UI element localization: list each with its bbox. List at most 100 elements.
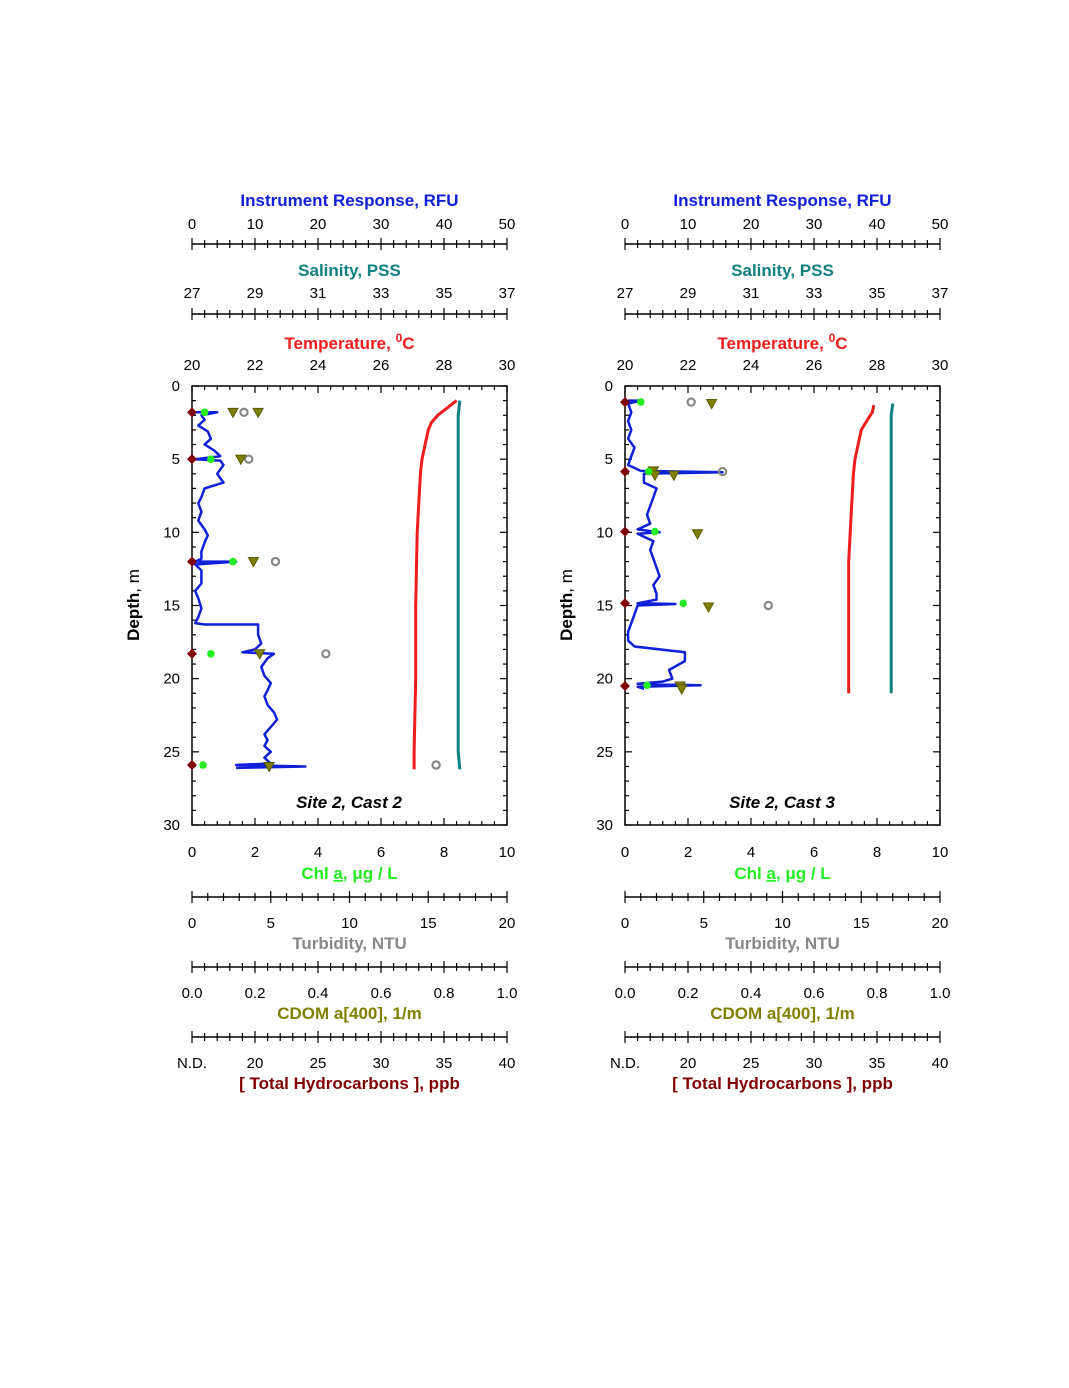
temperature-title-main: Temperature, xyxy=(284,334,395,353)
turbidity-point xyxy=(686,397,696,407)
turbidity-tick-label: 5 xyxy=(700,915,708,932)
turbidity-point xyxy=(763,600,774,611)
rfu-axis-title: Instrument Response, RFU xyxy=(673,191,891,210)
temperature-tick-label: 20 xyxy=(617,357,634,374)
turbidity-tick-label: 0 xyxy=(188,915,196,932)
chl-tick-label: 0 xyxy=(188,844,196,861)
chl-title-a: Chl xyxy=(301,864,333,883)
temperature-profile-line xyxy=(412,399,458,770)
hydrocarbons-tick-label: 30 xyxy=(373,1055,390,1072)
chl-title-unit: , μg / L xyxy=(776,864,831,883)
rfu-tick-label: 40 xyxy=(869,216,886,233)
cdom-axis-title: CDOM a[400], 1/m xyxy=(710,1004,855,1023)
panel-title: Site 2, Cast 3 xyxy=(729,793,835,812)
cdom-tick-label: 0.6 xyxy=(371,985,392,1002)
depth-title-main: Depth xyxy=(124,593,143,641)
cdom-tick-label: 0.4 xyxy=(308,985,329,1002)
depth-tick-label: 0 xyxy=(605,378,613,395)
hydrocarbons-title-unit: , ppb xyxy=(419,1074,460,1093)
depth-tick-label: 30 xyxy=(163,817,180,834)
chl-point xyxy=(651,527,659,536)
hydrocarbons-tick-label: N.D. xyxy=(610,1055,640,1072)
rfu-title-main: Instrument Response xyxy=(673,191,847,210)
depth-tick-label: 20 xyxy=(163,671,180,688)
hydrocarbons-title-unit: , ppb xyxy=(852,1074,893,1093)
rfu-profile-line xyxy=(626,399,724,691)
turbidity-title-unit: , NTU xyxy=(362,934,406,953)
cdom-point xyxy=(247,557,260,568)
hydrocarbons-title-main: [ Total Hydrocarbons ] xyxy=(672,1074,852,1093)
cdom-tick-label: 0.6 xyxy=(804,985,825,1002)
chl-title-a: Chl xyxy=(734,864,766,883)
rfu-tick-label: 10 xyxy=(680,216,697,233)
chl-title-underlined: a xyxy=(333,864,343,883)
chl-point xyxy=(229,557,237,566)
salinity-tick-label: 35 xyxy=(869,285,886,302)
rfu-title-unit: , RFU xyxy=(414,191,458,210)
turbidity-point xyxy=(270,556,281,567)
turbidity-tick-label: 15 xyxy=(420,915,437,932)
rfu-tick-label: 0 xyxy=(621,216,629,233)
hydrocarbons-point xyxy=(187,760,197,771)
hydrocarbons-point xyxy=(187,648,197,659)
rfu-tick-label: 20 xyxy=(743,216,760,233)
cdom-point xyxy=(252,407,264,419)
salinity-tick-label: 37 xyxy=(932,285,949,302)
salinity-title-main: Salinity xyxy=(298,261,359,280)
depth-tick-label: 10 xyxy=(163,524,180,541)
temperature-tick-label: 22 xyxy=(247,357,264,374)
cdom-point xyxy=(691,529,704,540)
hydrocarbons-tick-label: 40 xyxy=(932,1055,949,1072)
cdom-title-main: CDOM a[400], 1/m xyxy=(277,1004,422,1023)
hydrocarbons-point xyxy=(620,397,630,408)
chl-tick-label: 8 xyxy=(873,844,881,861)
temperature-tick-label: 22 xyxy=(680,357,697,374)
rfu-profile-line xyxy=(193,411,307,770)
hydrocarbons-tick-label: 20 xyxy=(680,1055,697,1072)
hydrocarbons-tick-label: 30 xyxy=(806,1055,823,1072)
temperature-title-main: Temperature, xyxy=(717,334,828,353)
hydrocarbons-point xyxy=(620,526,630,537)
chl-point xyxy=(636,398,645,406)
turbidity-title-main: Turbidity xyxy=(292,934,364,953)
salinity-axis-title: Salinity, PSS xyxy=(731,261,834,280)
depth-tick-label: 0 xyxy=(172,378,180,395)
hydrocarbons-point xyxy=(620,680,630,691)
salinity-title-main: Salinity xyxy=(731,261,792,280)
rfu-title-main: Instrument Response xyxy=(240,191,414,210)
panel-title: Site 2, Cast 2 xyxy=(296,793,402,812)
temperature-tick-label: 26 xyxy=(806,357,823,374)
temperature-tick-label: 24 xyxy=(743,357,760,374)
chl-point xyxy=(207,649,215,658)
temperature-title-degree: 0 xyxy=(396,331,403,345)
turbidity-title-unit: , NTU xyxy=(795,934,839,953)
salinity-tick-label: 29 xyxy=(247,285,264,302)
hydrocarbons-point xyxy=(187,407,197,418)
salinity-tick-label: 33 xyxy=(806,285,823,302)
salinity-tick-label: 31 xyxy=(310,285,327,302)
chl-tick-label: 6 xyxy=(377,844,385,861)
depth-tick-label: 15 xyxy=(596,598,613,615)
turbidity-tick-label: 10 xyxy=(774,915,791,932)
depth-title-unit: , m xyxy=(557,569,576,593)
temperature-tick-label: 28 xyxy=(436,357,453,374)
turbidity-tick-label: 10 xyxy=(341,915,358,932)
depth-axis-title: Depth, m xyxy=(124,569,143,641)
depth-tick-label: 30 xyxy=(596,817,613,834)
hydrocarbons-point xyxy=(620,598,630,609)
chl-tick-label: 0 xyxy=(621,844,629,861)
hydrocarbons-tick-label: 35 xyxy=(436,1055,453,1072)
hydrocarbons-tick-label: 20 xyxy=(247,1055,264,1072)
chl-tick-label: 2 xyxy=(684,844,692,861)
turbidity-point xyxy=(243,454,254,464)
salinity-tick-label: 27 xyxy=(184,285,201,302)
chl-tick-label: 10 xyxy=(932,844,949,861)
temperature-axis-title: Temperature, 0C xyxy=(284,331,414,353)
cdom-point xyxy=(263,761,276,773)
turbidity-axis-title: Turbidity, NTU xyxy=(725,934,840,953)
chl-point xyxy=(199,761,207,769)
cdom-point xyxy=(705,399,718,410)
cdom-tick-label: 0.0 xyxy=(182,985,203,1002)
